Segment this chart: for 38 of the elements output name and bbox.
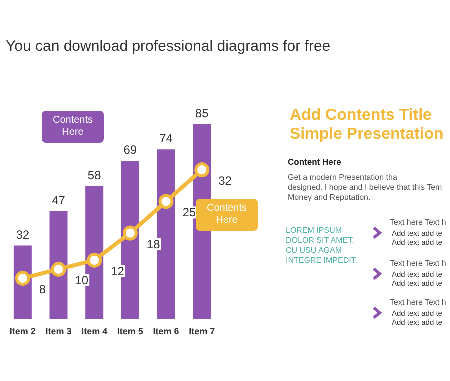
x-tick-label: Item 6 [153,326,180,336]
text: LOREM IPSUM DOLOR SIT AMET, CU USU AGAM INTEGRE IMPEDIT. [286,226,358,266]
data-label: 74 [160,132,174,146]
point [87,252,102,268]
bar [50,211,68,319]
x-tick-label: Item 7 [189,326,216,336]
text: Money and Reputation. [288,193,371,202]
text: designed. I hope and I believe that this Tem [288,183,442,192]
data-label: 8 [39,282,46,297]
speech-bubble: Contents Here [196,199,258,231]
point [158,194,174,210]
data-label: 18 [146,237,161,252]
text: Content Here [288,157,342,167]
data-label: 85 [195,106,210,120]
x-tick-label: Item 5 [117,326,144,336]
text: Text here Text h [390,218,446,227]
point [51,262,66,277]
x-tick-label: Item 3 [46,326,72,336]
text: Text here Text h [390,259,446,268]
text: Add Contents Title [290,107,432,125]
chart-subtitle: You can download professional diagrams for free [6,38,331,55]
speech-bubble: Contents Here [42,111,104,143]
x-tick-label: Item 2 [10,326,36,336]
data-label: 12 [111,264,125,278]
data-label: 32 [16,228,30,242]
point [194,162,210,178]
data-label: 47 [52,193,66,208]
text: Text here Text h [390,298,446,307]
data-label: 10 [75,273,89,288]
data-label: 25 [182,206,196,220]
text: Get a modern Presentation tha [288,173,398,182]
data-label: 32 [218,174,232,188]
x-tick-label: Item 4 [82,326,108,336]
data-label: 69 [124,143,138,158]
data-label: 58 [88,168,102,182]
text: Simple Presentation [290,126,444,144]
point [15,271,30,286]
point [122,226,138,241]
